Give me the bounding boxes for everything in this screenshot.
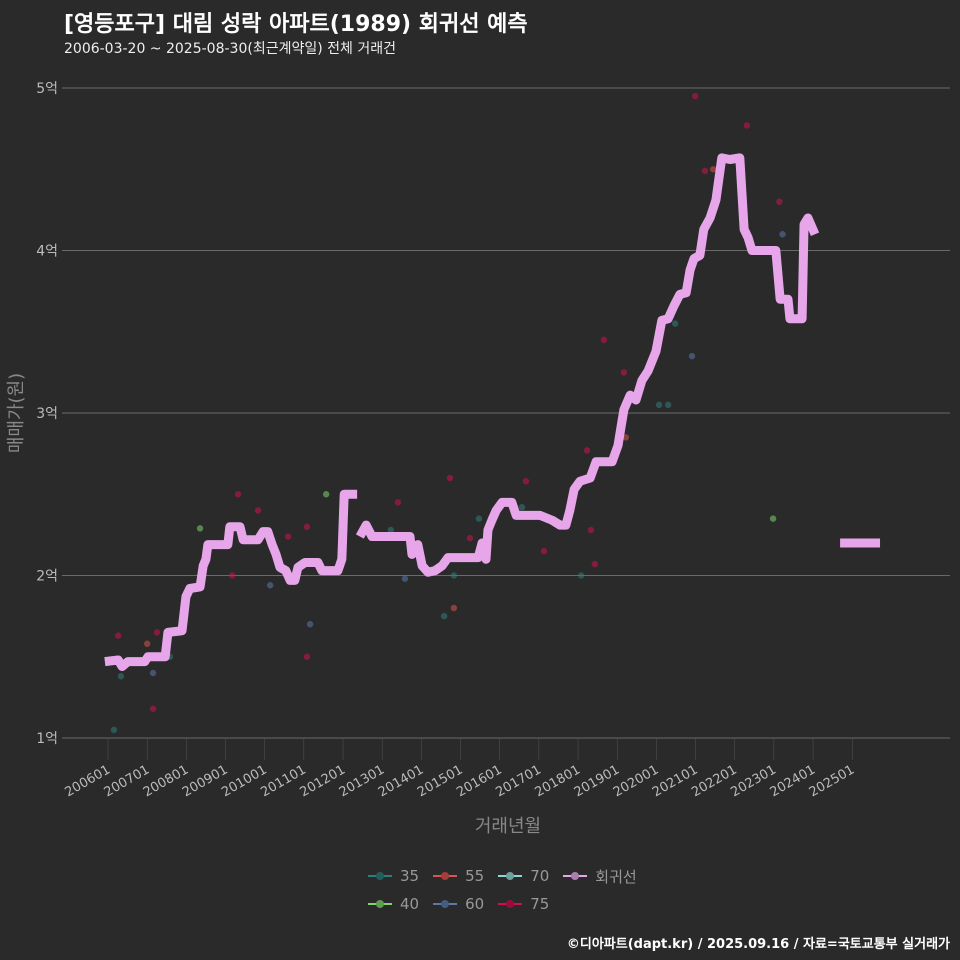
data-point-75 [254,507,262,514]
legend-label: 70 [530,867,550,885]
legend-key-icon [433,875,458,877]
legend-label: 40 [400,895,420,913]
caption: ©디아파트(dapt.kr) / 2025.09.16 / 자료=국토교통부 실… [566,937,950,952]
legend-key-icon [498,875,523,877]
legend-item: 35 [368,866,419,886]
data-point-75 [446,474,454,482]
chart-title: [영등포구] 대림 성락 아파트(1989) 회귀선 예측 [64,12,528,37]
data-point-60 [688,352,696,360]
data-point-75 [591,560,599,568]
data-point-75 [583,447,591,454]
data-point-55 [450,604,458,612]
legend-key-icon [563,875,588,877]
data-point-35 [440,612,448,620]
legend-item: 60 [433,894,484,914]
data-point-75 [394,499,402,506]
legend-key-icon [368,903,392,905]
data-point-35 [387,526,395,534]
data-point-75 [303,523,311,530]
legend-label: 60 [465,895,485,913]
legend-item: 55 [433,866,484,886]
data-point-75 [228,572,236,579]
data-point-75 [691,92,699,100]
legend-key-icon [433,903,458,905]
data-point-75 [701,167,709,175]
legend-label: 35 [400,867,420,885]
data-point-60 [401,575,409,582]
data-point-55 [622,434,630,441]
data-point-35 [518,504,526,511]
y-tick-label: 5억 [36,81,58,97]
data-point-75 [153,629,161,636]
data-point-35 [655,401,663,409]
data-point-35 [577,572,585,579]
y-axis-label: 매매가(원) [6,373,27,453]
data-point-75 [540,547,548,555]
data-point-75 [620,369,628,376]
legend-key-icon [498,903,523,905]
y-tick-label: 1억 [36,731,58,747]
data-point-75 [114,632,122,639]
data-point-35 [671,320,679,327]
data-point-75 [149,705,157,712]
data-point-35 [450,572,458,579]
legend-item: 75 [498,894,549,914]
chart-subtitle: 2006-03-20 ~ 2025-08-30(최근계약일) 전체 거래건 [64,41,396,57]
data-point-35 [664,401,672,409]
data-point-55 [709,166,717,173]
legend-label: 75 [530,895,550,913]
legend-key-icon [368,875,392,877]
data-point-75 [600,336,608,344]
x-axis-label: 거래년월 [475,816,541,837]
legend-item: 회귀선 [563,866,637,886]
data-point-75 [587,526,595,534]
data-point-75 [234,491,242,498]
data-point-60 [779,231,786,238]
data-point-40 [322,491,330,498]
data-point-75 [284,533,292,540]
legend: 35 55 70 회귀선 40 60 75 [368,866,637,914]
y-tick-label: 4억 [36,244,58,260]
data-point-75 [303,653,311,660]
x-tick-label: 202501 [807,762,857,800]
legend-item: 40 [368,894,419,914]
data-point-75 [522,478,530,485]
data-point-75 [776,198,783,205]
y-tick-label: 2억 [36,569,58,585]
data-point-40 [769,515,777,522]
legend-item: 70 [498,866,549,886]
legend-label: 55 [465,867,485,885]
data-point-55 [143,640,151,647]
data-point-35 [475,515,483,522]
data-point-60 [266,582,274,589]
data-point-40 [196,525,204,532]
legend-label: 회귀선 [595,867,637,886]
y-tick-label: 3억 [36,406,58,422]
regression-line [355,153,820,577]
data-point-60 [149,669,157,677]
data-point-35 [110,726,118,734]
data-point-60 [306,621,314,628]
data-point-75 [466,534,474,542]
regression-line [104,489,358,671]
data-point-75 [743,122,751,129]
data-point-35 [117,673,125,680]
